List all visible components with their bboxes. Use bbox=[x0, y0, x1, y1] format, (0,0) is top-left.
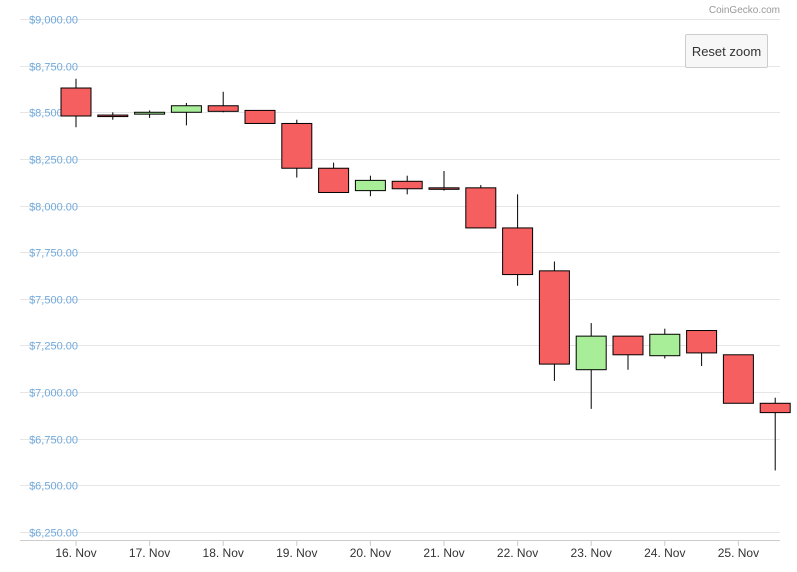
candle-body-down bbox=[281, 122, 313, 169]
candle-body-down bbox=[612, 335, 644, 356]
candle-body-down bbox=[428, 187, 460, 190]
x-tick-label: 20. Nov bbox=[350, 546, 391, 560]
candle-body-down bbox=[538, 270, 570, 365]
y-tick-label: $6,250.00 bbox=[29, 528, 78, 540]
candle-body-down bbox=[465, 187, 497, 229]
candle-body-down bbox=[391, 180, 423, 190]
y-tick-label: $6,500.00 bbox=[29, 481, 78, 493]
candle-body-down bbox=[722, 354, 754, 404]
x-tick-label: 19. Nov bbox=[276, 546, 317, 560]
candle-body-up bbox=[134, 111, 166, 115]
y-tick-label: $7,250.00 bbox=[29, 341, 78, 353]
x-tick-label: 17. Nov bbox=[129, 546, 170, 560]
reset-zoom-button[interactable]: Reset zoom bbox=[685, 34, 768, 68]
candle-body-down bbox=[97, 114, 129, 118]
candle-body-down bbox=[207, 105, 239, 112]
candle-body-up bbox=[649, 333, 681, 357]
x-tick-label: 25. Nov bbox=[718, 546, 759, 560]
x-tick-label: 16. Nov bbox=[55, 546, 96, 560]
y-tick-label: $9,000.00 bbox=[29, 15, 78, 27]
candle-body-down bbox=[502, 227, 534, 276]
y-tick-label: $7,000.00 bbox=[29, 388, 78, 400]
candle-body-down bbox=[318, 167, 350, 193]
candle-body-down bbox=[244, 109, 276, 124]
x-tick-label: 24. Nov bbox=[644, 546, 685, 560]
x-tick-label: 18. Nov bbox=[203, 546, 244, 560]
candle-body-up bbox=[575, 335, 607, 371]
y-tick-label: $8,000.00 bbox=[29, 202, 78, 214]
credit-label[interactable]: CoinGecko.com bbox=[708, 5, 780, 16]
y-tick-label: $8,250.00 bbox=[29, 155, 78, 167]
candle-body-down bbox=[759, 402, 791, 414]
candle-body-down bbox=[60, 87, 92, 117]
y-tick-label: $7,500.00 bbox=[29, 295, 78, 307]
candle-body-down bbox=[686, 330, 718, 354]
y-tick-label: $7,750.00 bbox=[29, 248, 78, 260]
x-tick-label: 23. Nov bbox=[571, 546, 612, 560]
x-tick-label: 22. Nov bbox=[497, 546, 538, 560]
candle-body-up bbox=[354, 179, 386, 192]
y-tick-label: $6,750.00 bbox=[29, 435, 78, 447]
candle-body-up bbox=[170, 105, 202, 113]
y-tick-label: $8,750.00 bbox=[29, 62, 78, 74]
x-tick-label: 21. Nov bbox=[423, 546, 464, 560]
